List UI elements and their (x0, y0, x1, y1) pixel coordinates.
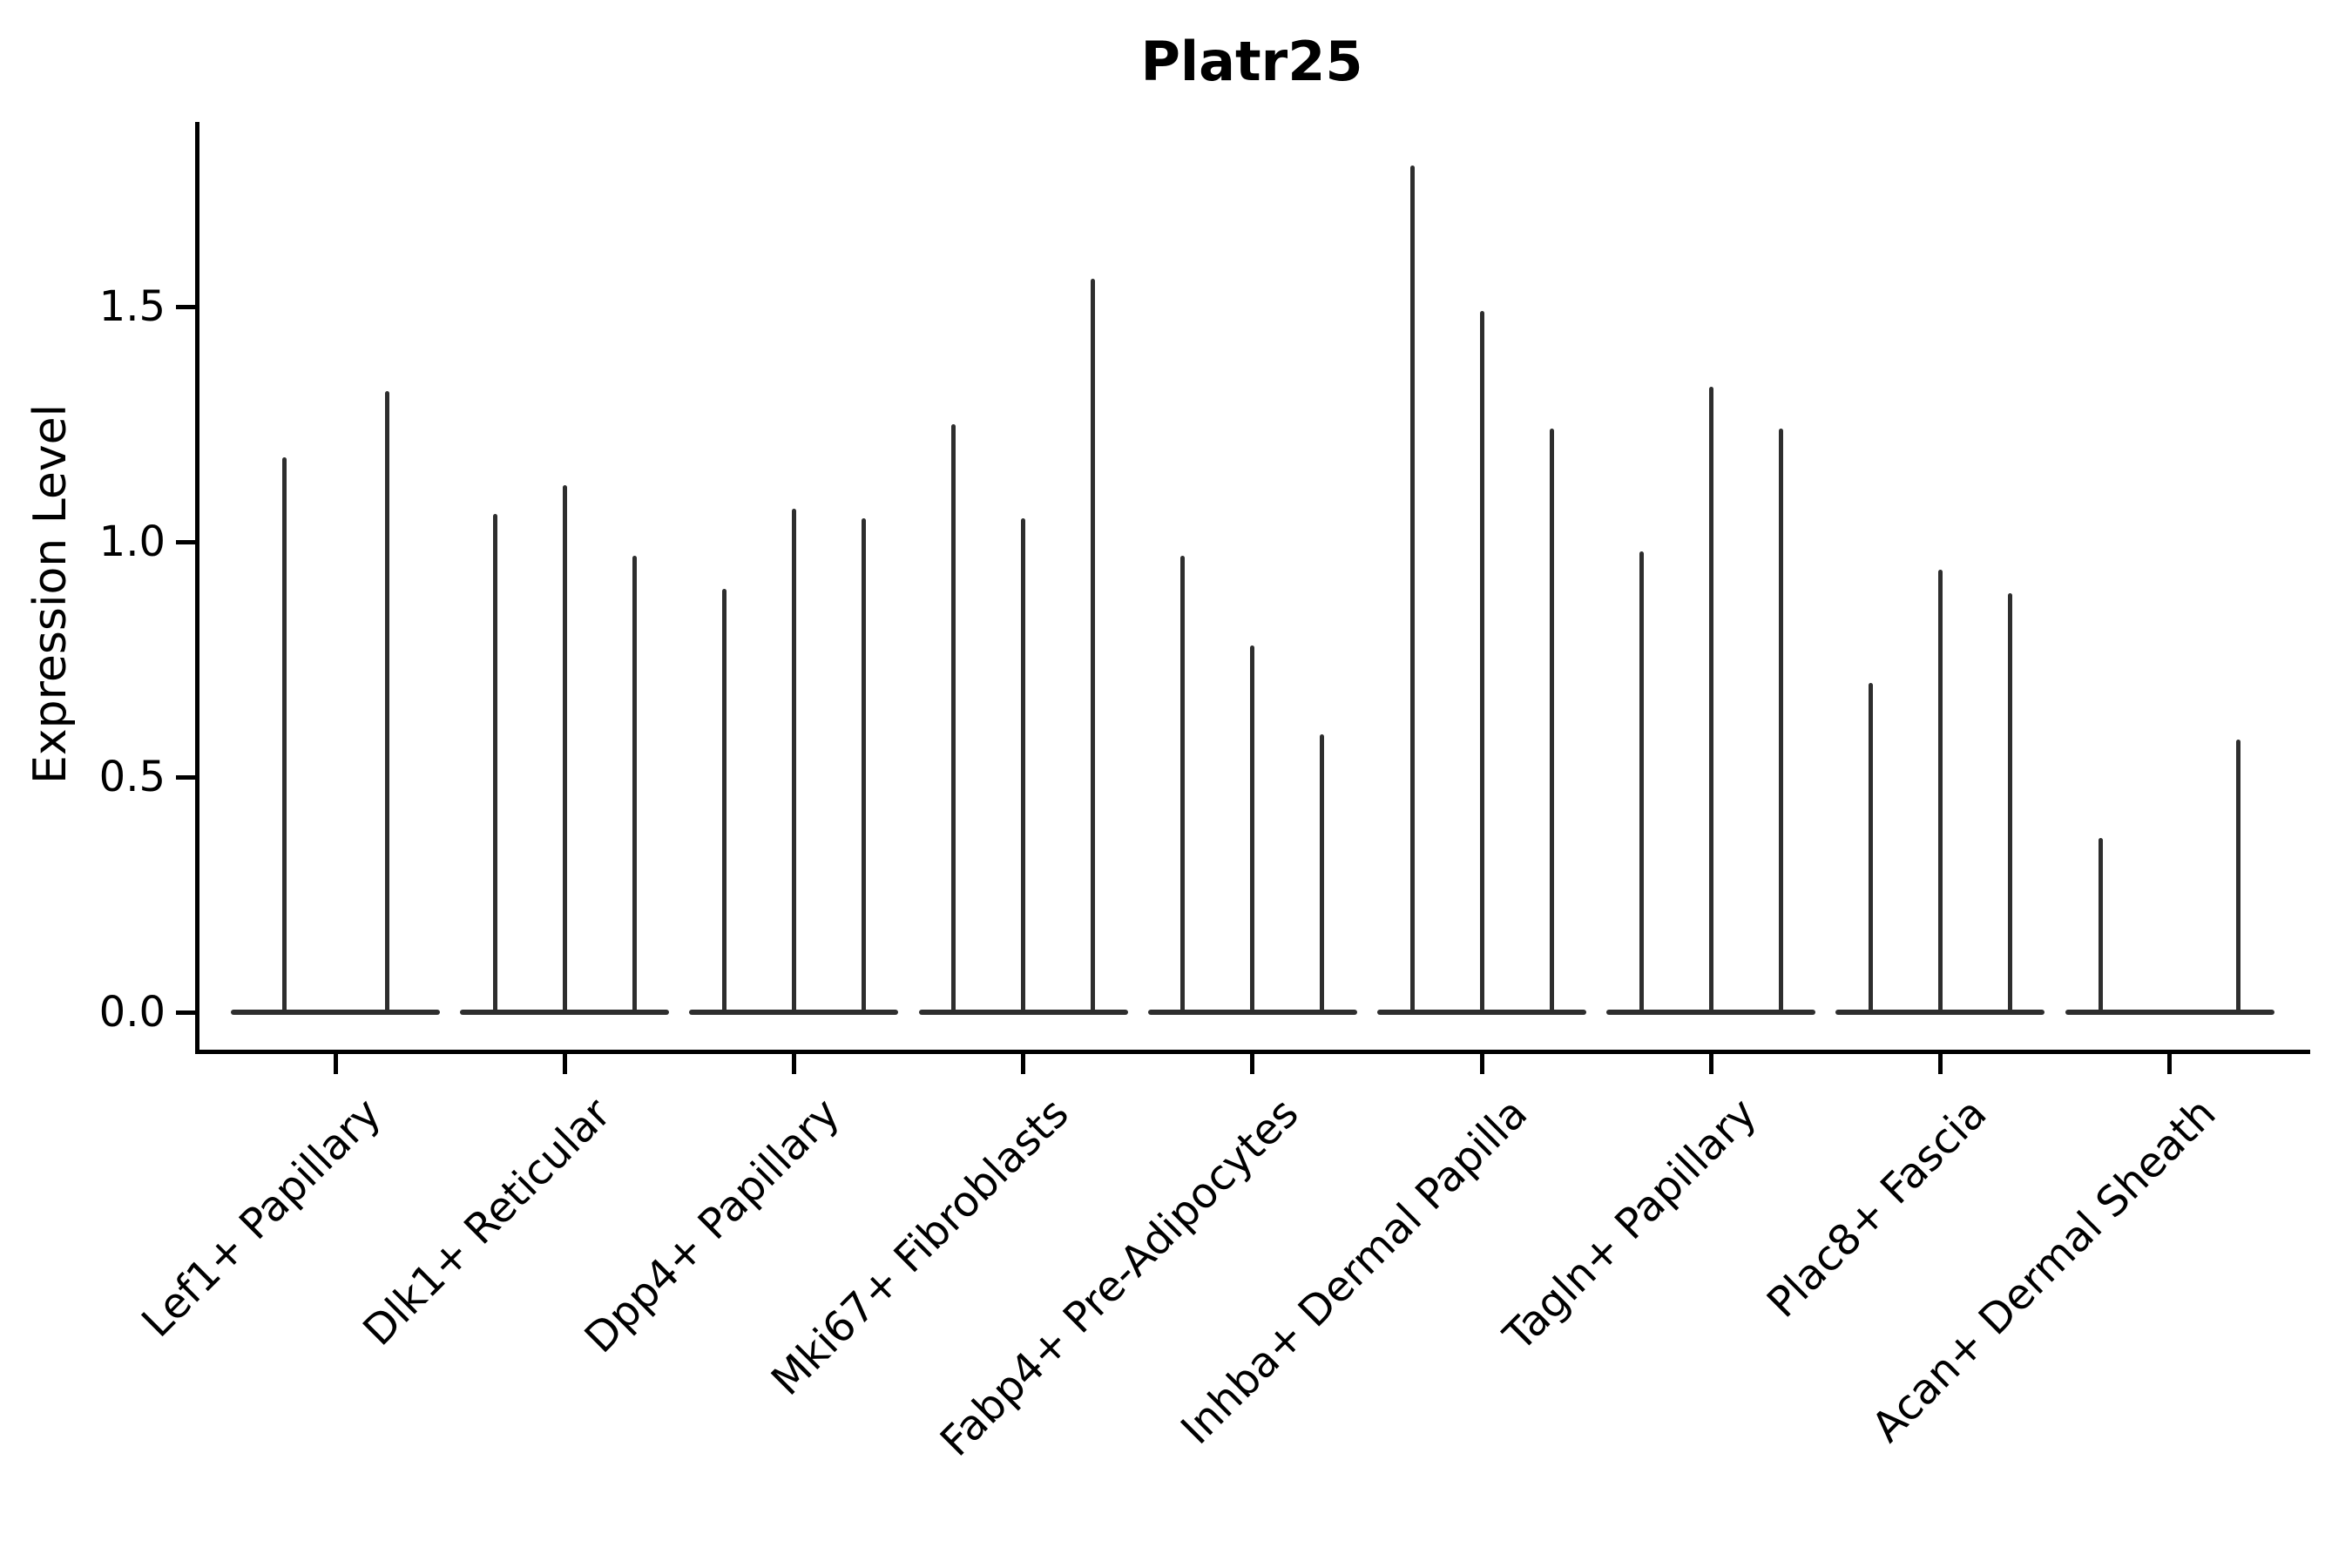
violin-baseline (918, 1010, 1128, 1015)
violin-spike (632, 556, 637, 1012)
x-tick-mark (1021, 1054, 1026, 1074)
violin-spike (1409, 166, 1415, 1012)
y-tick-mark (176, 304, 195, 309)
violin-spike (1479, 311, 1484, 1012)
category-label: Tagln+ Papillary (1495, 1089, 1767, 1361)
y-axis-label: Expression Level (24, 403, 77, 785)
y-tick-mark (176, 539, 195, 544)
violin-baseline (1147, 1010, 1357, 1015)
violin-spike (721, 589, 727, 1012)
x-tick-mark (1250, 1054, 1255, 1074)
violin-spike (281, 456, 287, 1012)
violin-spike (1937, 570, 1943, 1012)
violin-baseline (1835, 1010, 2045, 1015)
violin-spike (1180, 556, 1186, 1012)
violin-baseline (689, 1010, 899, 1015)
violin-spike (2236, 739, 2241, 1012)
y-tick-mark (176, 774, 195, 780)
y-tick-label: 0.0 (98, 988, 166, 1037)
violin-spike (1250, 645, 1255, 1012)
y-tick-label: 1.5 (98, 282, 166, 331)
violin-spike (2099, 838, 2104, 1012)
violin-spike (1639, 551, 1644, 1012)
violin-spike (1021, 518, 1026, 1012)
violin-spike (861, 518, 866, 1012)
violin-spike (1868, 683, 1873, 1012)
chart-title: Platr25 (1140, 30, 1363, 93)
y-axis-spine (195, 122, 199, 1051)
y-tick-label: 1.0 (98, 517, 166, 566)
y-tick-label: 0.5 (98, 753, 166, 801)
category-label: Lef1+ Papillary (132, 1089, 391, 1347)
violin-spike (951, 424, 956, 1012)
violin-spike (2007, 593, 2012, 1012)
y-tick-mark (176, 1010, 195, 1015)
violin-spike (1708, 386, 1713, 1012)
violin-spike (1320, 734, 1325, 1012)
x-tick-mark (791, 1054, 796, 1074)
violin-baseline (2065, 1010, 2274, 1015)
x-tick-mark (2167, 1054, 2173, 1074)
x-axis-spine (195, 1050, 2310, 1054)
violin-spike (492, 513, 497, 1012)
violin-spike (1091, 278, 1096, 1012)
violin-baseline (1606, 1010, 1816, 1015)
x-tick-mark (562, 1054, 567, 1074)
x-tick-mark (1937, 1054, 1943, 1074)
x-tick-mark (333, 1054, 338, 1074)
violin-spike (1778, 429, 1783, 1012)
violin-baseline (1377, 1010, 1586, 1015)
category-label: Dlk1+ Reticular (354, 1089, 620, 1355)
x-tick-mark (1479, 1054, 1484, 1074)
violin-spike (1549, 429, 1554, 1012)
violin-spike (562, 485, 567, 1012)
violin-spike (791, 509, 796, 1012)
violin-spike (384, 391, 389, 1012)
x-tick-mark (1708, 1054, 1713, 1074)
category-label: Plac8+ Fascia (1757, 1089, 1997, 1328)
violin-baseline (460, 1010, 670, 1015)
category-label: Dpp4+ Papillary (575, 1089, 850, 1363)
violin-baseline (231, 1010, 440, 1015)
